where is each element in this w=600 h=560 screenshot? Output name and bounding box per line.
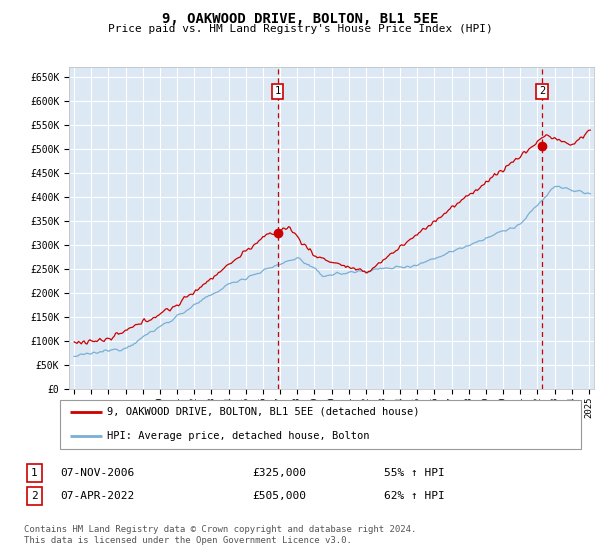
Text: 1: 1 — [274, 86, 281, 96]
Text: 62% ↑ HPI: 62% ↑ HPI — [384, 491, 445, 501]
Text: 55% ↑ HPI: 55% ↑ HPI — [384, 468, 445, 478]
Text: 9, OAKWOOD DRIVE, BOLTON, BL1 5EE: 9, OAKWOOD DRIVE, BOLTON, BL1 5EE — [162, 12, 438, 26]
FancyBboxPatch shape — [26, 487, 42, 505]
Text: 1: 1 — [31, 468, 38, 478]
Text: Contains HM Land Registry data © Crown copyright and database right 2024.
This d: Contains HM Land Registry data © Crown c… — [24, 525, 416, 545]
FancyBboxPatch shape — [59, 400, 581, 449]
Text: HPI: Average price, detached house, Bolton: HPI: Average price, detached house, Bolt… — [107, 431, 370, 441]
FancyBboxPatch shape — [26, 464, 42, 482]
Text: Price paid vs. HM Land Registry's House Price Index (HPI): Price paid vs. HM Land Registry's House … — [107, 24, 493, 34]
Text: 2: 2 — [31, 491, 38, 501]
Text: 07-NOV-2006: 07-NOV-2006 — [60, 468, 134, 478]
Text: £505,000: £505,000 — [252, 491, 306, 501]
Text: 2: 2 — [539, 86, 545, 96]
Text: 9, OAKWOOD DRIVE, BOLTON, BL1 5EE (detached house): 9, OAKWOOD DRIVE, BOLTON, BL1 5EE (detac… — [107, 407, 419, 417]
Text: 07-APR-2022: 07-APR-2022 — [60, 491, 134, 501]
Text: £325,000: £325,000 — [252, 468, 306, 478]
